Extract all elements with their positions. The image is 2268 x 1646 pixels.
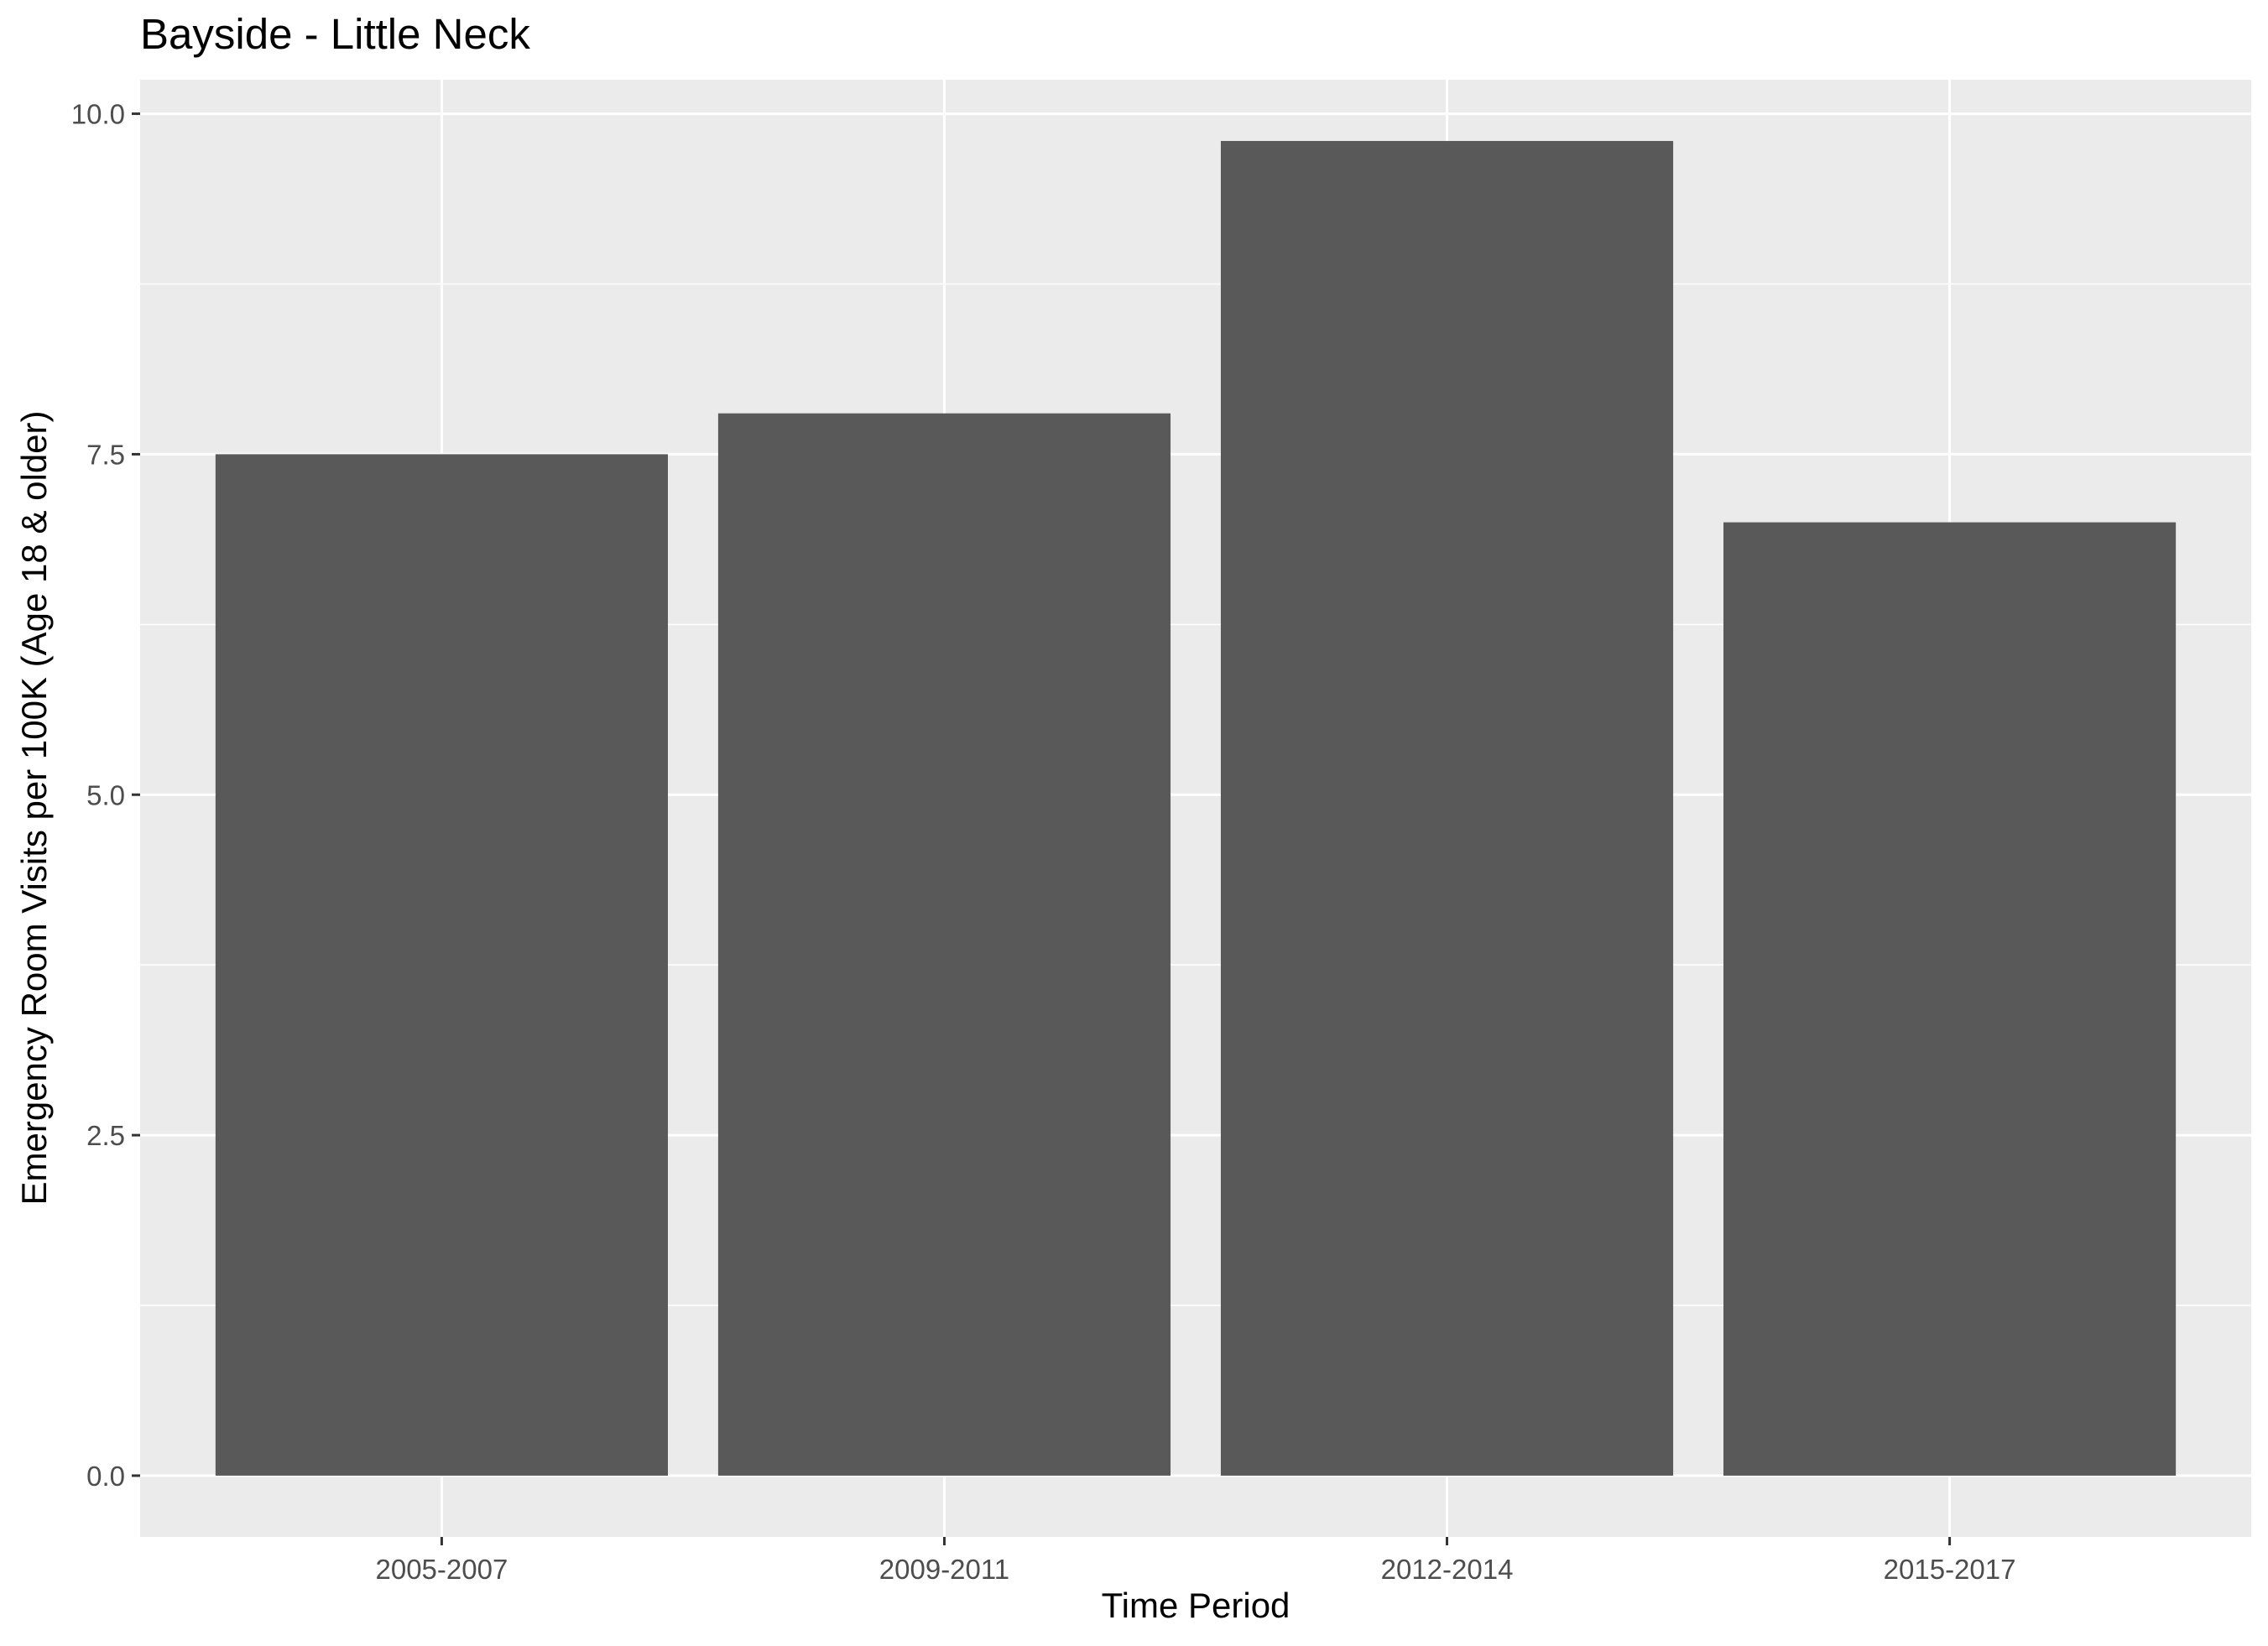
y-axis-title: Emergency Room Visits per 100K (Age 18 &… <box>14 410 54 1205</box>
bar-2015-2017 <box>1723 522 2177 1476</box>
y-axis: 0.0 2.5 5.0 7.5 10.0 <box>71 99 140 1492</box>
y-tick-label: 7.5 <box>86 439 125 470</box>
y-tick-label: 5.0 <box>86 779 125 810</box>
bar-2005-2007 <box>215 454 668 1476</box>
x-axis-title: Time Period <box>1102 1586 1290 1625</box>
x-tick-label: 2012-2014 <box>1381 1554 1514 1585</box>
x-tick-label: 2015-2017 <box>1884 1554 2016 1585</box>
y-tick-label: 2.5 <box>86 1120 125 1151</box>
y-tick-label: 0.0 <box>86 1461 125 1492</box>
y-tick-label: 10.0 <box>71 99 125 130</box>
x-tick-label: 2005-2007 <box>376 1554 508 1585</box>
x-axis: 2005-2007 2009-2011 2012-2014 2015-2017 <box>376 1537 2016 1585</box>
x-tick-label: 2009-2011 <box>879 1554 1009 1585</box>
bar-2012-2014 <box>1220 141 1674 1476</box>
bars <box>215 141 2177 1476</box>
bar-2009-2011 <box>717 413 1171 1476</box>
chart-title: Bayside - Little Neck <box>140 10 530 58</box>
